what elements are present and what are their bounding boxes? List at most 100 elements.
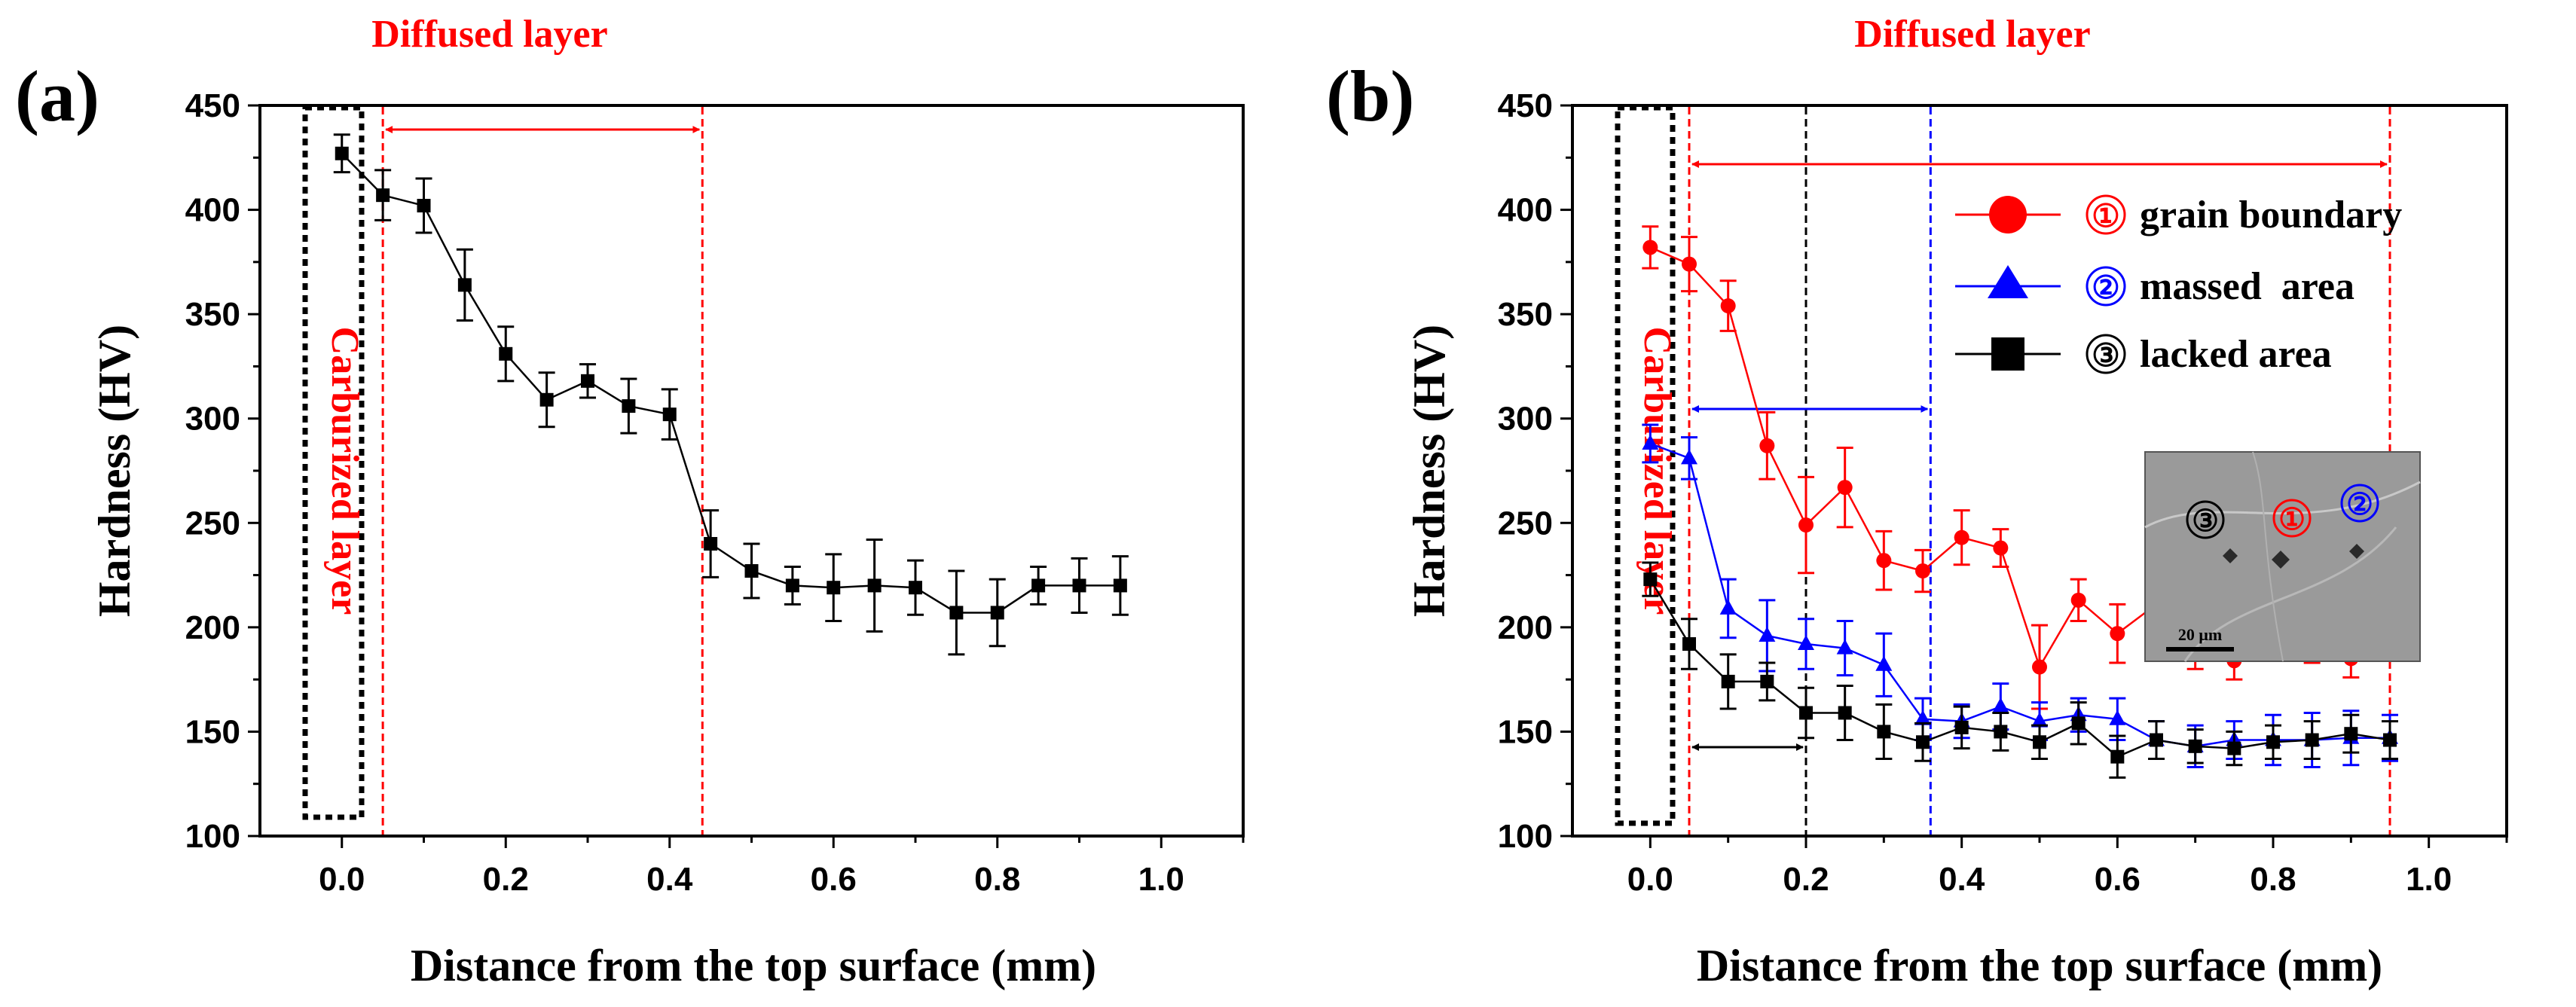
b-point-massed-area — [1914, 709, 1931, 725]
panel-b-diffused-label: Diffused layer — [1854, 13, 2090, 56]
b-point-massed-area — [1992, 697, 2009, 713]
legend: ① grain boundary ② massed area ③ lacked … — [1955, 194, 2402, 376]
b-point-lacked-area — [2033, 735, 2046, 749]
legend-num-circle-3 — [2086, 334, 2126, 374]
b-ytick-label: 300 — [1498, 401, 1553, 438]
panel-b-carburized-box — [1615, 105, 1676, 826]
b-point-grain-boundary — [1720, 298, 1736, 314]
b-point-grain-boundary — [1993, 540, 2009, 556]
a-xtick-label: 0.8 — [974, 861, 1020, 898]
b-point-massed-area — [2109, 709, 2126, 725]
a-point-hardness — [499, 346, 513, 361]
a-point-hardness — [662, 407, 677, 422]
b-point-grain-boundary — [2110, 626, 2125, 642]
b-point-lacked-area — [2266, 735, 2280, 749]
b-point-grain-boundary — [1837, 480, 1853, 496]
a-point-hardness — [457, 278, 472, 292]
b-point-massed-area — [1681, 449, 1697, 465]
panel-b-xlabel: Distance from the top surface (mm) — [1697, 941, 2382, 990]
a-ytick-label: 200 — [185, 609, 240, 646]
a-point-hardness — [622, 399, 636, 413]
b-point-lacked-area — [2188, 739, 2202, 753]
b-point-lacked-area — [2344, 727, 2358, 741]
b-point-lacked-area — [2305, 733, 2319, 747]
a-point-hardness — [867, 578, 882, 593]
a-xtick-label: 0.0 — [319, 861, 365, 898]
panel-a-carburized-label: Carburized layer — [323, 327, 366, 615]
b-point-massed-area — [1798, 635, 1814, 651]
panel-b: (b) Diffused layer Carburized layer 0.0 0… — [1326, 13, 2508, 990]
b-point-grain-boundary — [1798, 517, 1814, 533]
panel-a-plot-frame — [258, 104, 1245, 838]
b-point-lacked-area — [1954, 720, 1969, 734]
a-point-hardness — [1031, 578, 1046, 593]
b-point-grain-boundary — [1915, 563, 1930, 579]
a-ytick-label: 400 — [185, 192, 240, 229]
legend-item-grain-boundary: ① grain boundary — [1955, 194, 2402, 236]
b-xtick-label: 0.6 — [2095, 861, 2141, 898]
b-point-lacked-area — [1877, 725, 1891, 739]
legend-num-3: ③ — [2092, 339, 2120, 374]
b-point-grain-boundary — [1642, 240, 1658, 255]
b-point-lacked-area — [1799, 706, 1813, 720]
a-xtick-label: 0.6 — [811, 861, 857, 898]
b-point-lacked-area — [1838, 706, 1852, 720]
a-ytick-label: 450 — [185, 87, 240, 124]
panel-a-xlabel: Distance from the top surface (mm) — [411, 941, 1096, 990]
a-series-line-hardness — [341, 152, 1120, 614]
legend-label-lacked-area: lacked area — [2140, 333, 2332, 376]
inset-marker-1-text: ① — [2278, 502, 2306, 536]
a-ytick-label: 300 — [185, 401, 240, 438]
b-point-massed-area — [1836, 639, 1853, 655]
inset-indent-3 — [2223, 548, 2238, 563]
b-ytick-label: 350 — [1498, 296, 1553, 333]
a-ytick-label: 150 — [185, 713, 240, 750]
panel-b-ylabel: Hardness (HV) — [1404, 325, 1454, 617]
b-point-massed-area — [2031, 712, 2048, 728]
b-point-lacked-area — [1682, 637, 1696, 651]
b-ytick-label: 150 — [1498, 713, 1553, 750]
legend-marker-lacked-area — [1991, 337, 2024, 371]
panel-a-series — [333, 133, 1129, 656]
b-xtick-label: 0.8 — [2250, 861, 2296, 898]
b-point-lacked-area — [1643, 572, 1658, 587]
inset-indent-1 — [2272, 551, 2290, 569]
b-point-lacked-area — [1760, 674, 1774, 688]
panel-b-label: (b) — [1326, 56, 1414, 136]
a-point-hardness — [827, 581, 841, 595]
b-point-grain-boundary — [1682, 256, 1697, 272]
inset-marker-1 — [2272, 499, 2312, 538]
legend-num-2: ② — [2092, 271, 2120, 306]
inset-grain-boundary — [2144, 481, 2421, 529]
a-point-hardness — [581, 374, 594, 388]
legend-num-circle-2 — [2086, 266, 2126, 307]
legend-marker-massed-area — [1988, 265, 2028, 298]
b-point-lacked-area — [2150, 733, 2163, 747]
b-point-lacked-area — [2383, 733, 2397, 747]
inset-marker-2 — [2340, 484, 2379, 523]
a-point-hardness — [1113, 578, 1127, 593]
legend-num-1: ① — [2092, 200, 2120, 234]
a-point-hardness — [417, 199, 431, 213]
b-xtick-label: 0.4 — [1939, 861, 1985, 898]
a-xtick-label: 1.0 — [1138, 861, 1184, 898]
b-point-lacked-area — [2071, 716, 2086, 731]
inset-marker-3 — [2186, 500, 2225, 539]
b-ytick-label: 100 — [1498, 818, 1553, 855]
b-point-grain-boundary — [1759, 438, 1775, 453]
b-point-lacked-area — [1994, 725, 2008, 739]
a-point-hardness — [949, 606, 964, 620]
a-point-hardness — [704, 537, 718, 551]
legend-label-massed-area: massed area — [2140, 265, 2354, 308]
panel-b-axes: 0.0 0.2 0.4 0.6 0.8 1.0 100 150 200 250 300 350 400 4… — [1498, 87, 2508, 898]
inset-grain-boundary-3 — [2252, 451, 2284, 662]
b-ytick-label: 450 — [1498, 87, 1553, 124]
inset-scale-label: 20 μm — [2178, 625, 2222, 644]
b-ytick-label: 200 — [1498, 609, 1553, 646]
inset-indent-2 — [2349, 544, 2364, 559]
a-point-hardness — [539, 392, 554, 407]
b-ytick-label: 400 — [1498, 192, 1553, 229]
legend-num-circle-1 — [2086, 194, 2126, 235]
panel-a-diffused-label: Diffused layer — [371, 13, 607, 56]
b-point-massed-area — [1759, 626, 1776, 642]
